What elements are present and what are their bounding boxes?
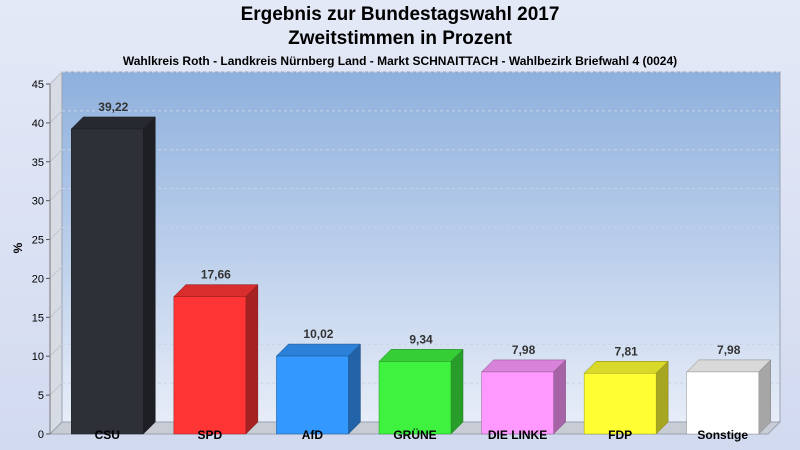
bar-top [686, 359, 772, 373]
bar-side [348, 343, 361, 435]
bar-fdp: 7,81 [583, 344, 669, 435]
x-tick-label: CSU [95, 428, 120, 442]
x-tick-label: DIE LINKE [488, 428, 547, 442]
chart-title: Ergebnis zur Bundestagswahl 2017 [240, 4, 560, 25]
gridline-wall [49, 188, 63, 202]
bar-front [173, 296, 247, 435]
y-tick-label: 15 [32, 312, 44, 324]
gridline-wall [49, 266, 63, 279]
y-tick-label: 35 [32, 157, 44, 169]
x-tick-label: Sonstige [697, 428, 748, 442]
bar-front [378, 361, 452, 435]
bar-side [245, 284, 259, 435]
data-label: 10,02 [303, 327, 333, 341]
bar-grüne: 9,34 [378, 332, 464, 435]
bar-front [276, 355, 349, 435]
bar-front [481, 371, 554, 435]
data-label: 7,81 [614, 344, 638, 358]
y-tick-label: 0 [38, 429, 44, 441]
data-label: 17,66 [201, 268, 231, 282]
x-tick-label: FDP [608, 428, 632, 442]
bar-csu: 39,22 [70, 100, 156, 435]
bar-front [583, 373, 657, 435]
bar-die-linke: 7,98 [480, 343, 567, 435]
y-tick-label: 40 [32, 118, 44, 130]
gridline-wall [49, 227, 63, 240]
plot-left-wall [49, 70, 63, 436]
y-tick-label: 25 [32, 235, 44, 247]
gridline-wall [49, 382, 63, 396]
bar-top [275, 343, 362, 357]
bar-top [378, 349, 464, 362]
bar-top [480, 359, 567, 373]
bar-side [655, 360, 669, 435]
bar-front [71, 128, 144, 435]
bar-side [143, 116, 156, 435]
bar-front [686, 371, 759, 435]
data-label: 39,22 [98, 100, 128, 114]
gridline-wall [49, 149, 63, 163]
y-tick-label: 30 [32, 196, 44, 208]
y-tick-label: 10 [32, 351, 44, 363]
x-tick-label: GRÜNE [393, 427, 436, 442]
data-label: 7,98 [717, 343, 741, 357]
bar-top [173, 284, 259, 297]
chart-title-line2: Zweitstimmen in Prozent [288, 28, 512, 49]
bar-spd: 17,66 [173, 268, 259, 435]
y-tick-label: 20 [32, 273, 44, 285]
bar-side [553, 359, 566, 435]
bar-sonstige: 7,98 [686, 343, 772, 435]
y-axis-label: % [11, 242, 25, 253]
y-tick-label: 45 [32, 79, 44, 91]
gridline-wall [49, 304, 63, 318]
bar-afd: 10,02 [275, 327, 362, 435]
bar-side [758, 359, 771, 435]
gridline-wall [49, 71, 63, 85]
chart-subtitle: Wahlkreis Roth - Landkreis Nürnberg Land… [122, 54, 678, 68]
y-tick-label: 5 [38, 390, 44, 402]
gridline-wall [49, 343, 63, 357]
bar-side [450, 348, 464, 435]
data-label: 7,98 [512, 343, 536, 357]
data-label: 9,34 [409, 332, 433, 346]
x-tick-label: AfD [302, 428, 324, 442]
gridline-wall [49, 110, 63, 124]
bar-top [583, 361, 669, 374]
bar-top [70, 116, 156, 130]
x-tick-label: SPD [198, 428, 223, 442]
